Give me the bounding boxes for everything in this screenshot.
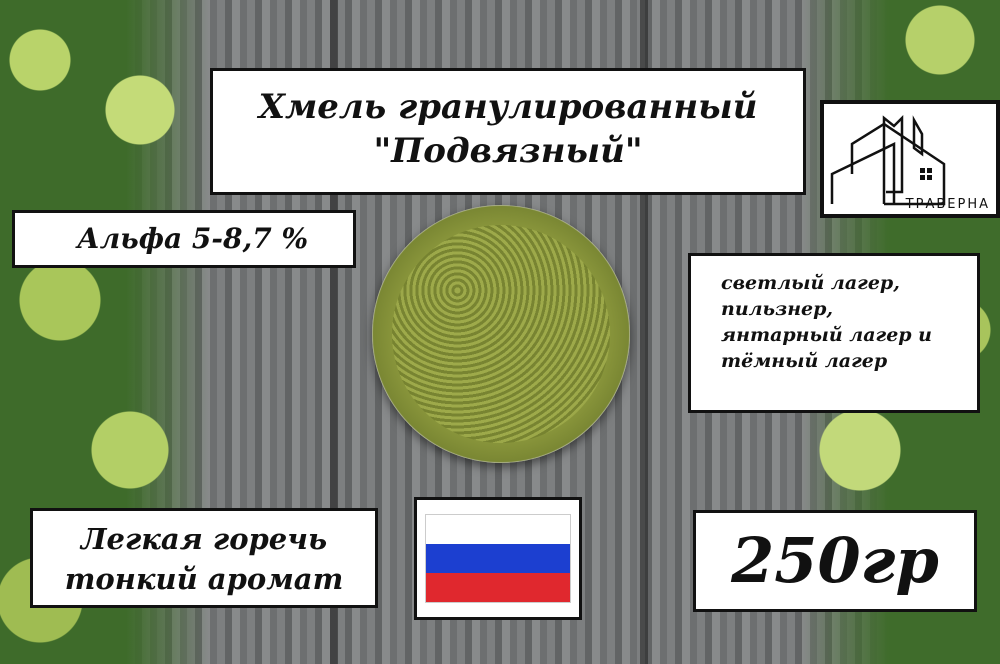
product-title: Хмель гранулированный "Подвязный" (210, 68, 806, 195)
flag-stripe-white (426, 515, 570, 544)
brand-name: ТРАВЕРНА (905, 197, 990, 212)
title-line-1: Хмель гранулированный (258, 87, 758, 127)
bitterness-aroma: Легкая горечь тонкий аромат (30, 508, 378, 608)
aroma-line: тонкий аромат (64, 562, 344, 596)
style-item: светлый лагер, (721, 272, 900, 294)
russia-flag-box (414, 497, 582, 620)
bitterness-line: Легкая горечь (80, 522, 328, 556)
beer-styles: светлый лагер, пильзнер, янтарный лагер … (688, 253, 980, 413)
title-line-2: "Подвязный" (373, 131, 643, 171)
russia-flag-icon (425, 514, 571, 603)
style-item: тёмный лагер (721, 350, 888, 372)
flag-stripe-red (426, 573, 570, 602)
house-logo-icon (830, 114, 946, 206)
weight-label: 250гр (693, 510, 977, 612)
alpha-acid-label: Альфа 5-8,7 % (12, 210, 356, 268)
style-item: янтарный лагер и (721, 324, 932, 346)
hop-pellets (392, 225, 610, 443)
flag-stripe-blue (426, 544, 570, 573)
brand-logo: ТРАВЕРНА (820, 100, 1000, 218)
style-item: пильзнер, (721, 298, 834, 320)
